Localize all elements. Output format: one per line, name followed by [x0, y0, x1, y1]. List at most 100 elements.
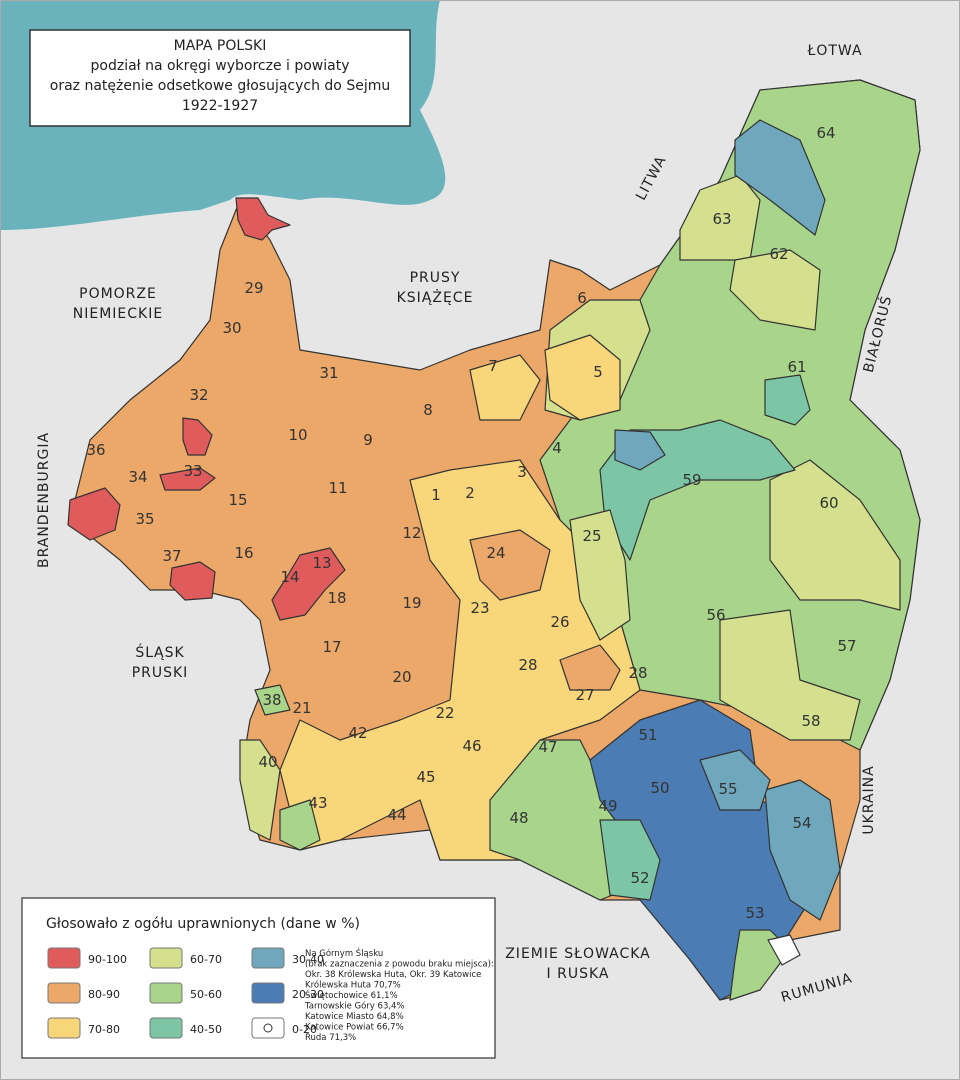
district-number: 20 — [392, 668, 411, 686]
district-number: 40 — [258, 753, 277, 771]
district-number: 29 — [244, 279, 263, 297]
legend-note: Królewska Huta 70,7% — [305, 980, 401, 991]
legend-note: Ruda 71,3% — [305, 1033, 356, 1043]
region-southwest — [239, 739, 281, 841]
region-38 — [254, 684, 291, 716]
district-number: 22 — [435, 704, 454, 722]
district-number: 11 — [328, 479, 347, 497]
region-59b — [614, 429, 666, 471]
region-25 — [569, 509, 631, 641]
region-64 — [734, 119, 826, 236]
region-63 — [679, 174, 761, 261]
neighbor-label: UKRAINA — [861, 765, 877, 834]
region-43 — [279, 799, 321, 851]
district-number: 45 — [416, 768, 435, 786]
district-number: 9 — [363, 431, 373, 449]
map-title: podział na okręgi wyborcze i powiaty — [91, 58, 350, 74]
district-number: 24 — [486, 544, 505, 562]
legend-title: Głosowało z ogółu uprawnionych (dane w %… — [46, 916, 360, 932]
district-number: 21 — [292, 699, 311, 717]
region-red-14 — [271, 547, 346, 621]
legend-note: Katowice Powiat 66,7% — [305, 1023, 404, 1033]
legend-note: Świętochowice 61,1% — [305, 989, 398, 1001]
district-number: 50 — [650, 779, 669, 797]
legend-swatch — [251, 982, 285, 1004]
district-number: 25 — [582, 527, 601, 545]
legend-note: Na Górnym Śląsku — [305, 947, 383, 959]
district-number: 33 — [183, 462, 202, 480]
region-red-36 — [67, 487, 121, 541]
region-60 — [769, 459, 901, 611]
legend-label: 80-90 — [88, 988, 120, 1001]
region-0-20 — [767, 934, 801, 966]
district-number: 15 — [228, 491, 247, 509]
legend-symbol — [263, 1023, 273, 1033]
district-number: 64 — [816, 124, 835, 142]
region-62 — [729, 249, 821, 331]
district-number: 43 — [308, 794, 327, 812]
district-number: 51 — [638, 726, 657, 744]
district-number: 57 — [837, 637, 856, 655]
district-number: 6 — [577, 289, 587, 307]
district-number: 54 — [792, 814, 811, 832]
district-number: 10 — [288, 426, 307, 444]
region-61 — [764, 374, 811, 426]
region-52 — [599, 819, 661, 901]
legend-swatch — [251, 947, 285, 969]
district-number: 55 — [718, 780, 737, 798]
district-number: 4 — [552, 439, 562, 457]
legend-label: 50-60 — [190, 988, 222, 1001]
district-number: 7 — [488, 357, 498, 375]
district-number: 5 — [593, 363, 603, 381]
district-number: 16 — [234, 544, 253, 562]
district-number: 14 — [280, 568, 299, 586]
district-number: 56 — [706, 606, 725, 624]
district-number: 60 — [819, 494, 838, 512]
legend-note: Katowice Miasto 64,8% — [305, 1012, 404, 1022]
district-number: 49 — [598, 797, 617, 815]
district-number: 53 — [745, 904, 764, 922]
neighbor-label: POMORZE — [79, 286, 157, 302]
neighbor-label: PRUSY — [410, 270, 461, 286]
district-number: 19 — [402, 594, 421, 612]
neighbor-label: BRANDENBURGIA — [36, 432, 52, 568]
district-number: 61 — [787, 358, 806, 376]
district-number: 63 — [712, 210, 731, 228]
region-7 — [469, 354, 541, 421]
legend-swatch — [251, 1017, 285, 1039]
district-number: 38 — [262, 691, 281, 709]
district-number: 17 — [322, 638, 341, 656]
region-red-37 — [169, 561, 216, 601]
district-number: 62 — [769, 245, 788, 263]
district-number: 46 — [462, 737, 481, 755]
district-number: 27 — [575, 686, 594, 704]
neighbor-label: PRUSKI — [132, 665, 189, 681]
title-box — [29, 29, 411, 127]
district-number: 48 — [509, 809, 528, 827]
district-number: 12 — [402, 524, 421, 542]
region-red-33 — [159, 467, 216, 491]
legend-label: 30-40 — [292, 953, 324, 966]
district-number: 28 — [628, 664, 647, 682]
region-54 — [764, 779, 841, 921]
district-number: 31 — [319, 364, 338, 382]
legend-label: 70-80 — [88, 1023, 120, 1036]
district-number: 34 — [128, 468, 147, 486]
legend-note: Okr. 38 Królewska Huta, Okr. 39 Katowice — [305, 969, 481, 980]
neighbor-label: KSIĄŻĘCE — [397, 288, 474, 306]
neighbor-label: ŁOTWA — [806, 43, 862, 59]
legend-label: 20-30 — [292, 988, 324, 1001]
district-number: 42 — [348, 724, 367, 742]
region-55 — [699, 749, 771, 811]
region-red-32 — [182, 417, 213, 456]
district-number: 35 — [135, 510, 154, 528]
map-title: oraz natężenie odsetkowe głosujących do … — [50, 78, 390, 94]
district-number: 36 — [86, 441, 105, 459]
legend-label: 90-100 — [88, 953, 127, 966]
district-number: 44 — [387, 806, 406, 824]
region-27 — [559, 644, 621, 691]
district-number: 3 — [517, 463, 527, 481]
legend-label: 0-20 — [292, 1023, 317, 1036]
district-number: 18 — [327, 589, 346, 607]
